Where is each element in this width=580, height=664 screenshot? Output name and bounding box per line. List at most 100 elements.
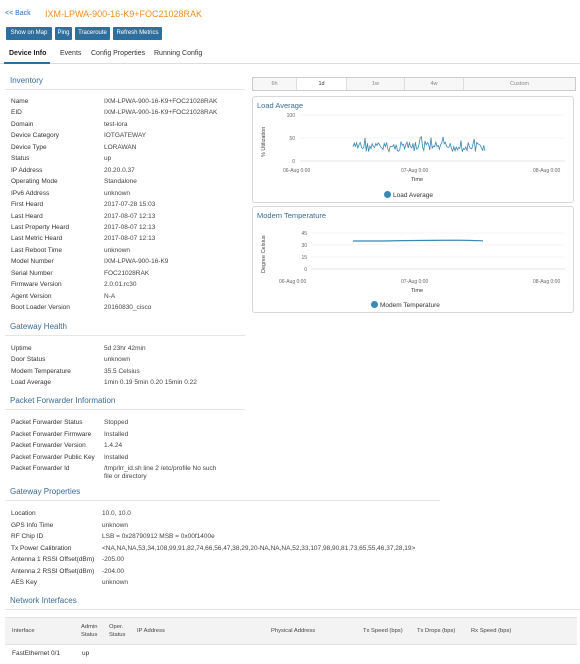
field-label: IPv6 Address <box>11 189 50 197</box>
field-label: Status <box>11 155 30 163</box>
section-inventory: Inventory <box>10 76 43 85</box>
x-tick: 08-Aug 0:00 <box>533 168 560 174</box>
field-value: Installed <box>104 430 129 438</box>
field-value: -205.00 <box>102 556 125 563</box>
tab-running-config[interactable]: Running Config <box>154 50 203 57</box>
active-tab-indicator <box>4 62 50 64</box>
field-label: Door Status <box>11 356 46 364</box>
field-label: Model Number <box>11 258 54 266</box>
chart-legend[interactable]: Modem Temperature <box>371 301 440 309</box>
y-axis-label: % Utilization <box>261 127 267 157</box>
tab-device-info[interactable]: Device Info <box>9 50 47 57</box>
field-value: unknown <box>104 189 131 197</box>
field-label: Packet Forwarder Id <box>11 465 70 472</box>
legend-label: Load Average <box>393 192 433 199</box>
field-value: test-lora <box>104 120 128 128</box>
field-label: IP Address <box>11 166 43 174</box>
modem-temperature-series <box>353 239 484 242</box>
column-header: Interface <box>12 628 35 634</box>
section-packet-forwarder: Packet Forwarder Information <box>10 396 116 405</box>
field-label: Last Metric Heard <box>11 235 63 243</box>
column-header: Admin Status <box>81 624 98 638</box>
divider <box>5 89 245 90</box>
field-value: unknown <box>104 246 131 254</box>
load-average-series <box>352 136 486 153</box>
field-value: IXM-LPWA-900-16-K9+FOC21028RAK <box>104 98 218 105</box>
field-value: 2.0.01.rc30 <box>104 281 137 289</box>
field-label: Serial Number <box>11 269 53 277</box>
table-row[interactable]: FastEthernet 0/1 up <box>5 645 577 662</box>
y-axis-label: Degree Celsius <box>261 235 267 273</box>
field-label: Packet Forwarder Firmware <box>11 430 92 438</box>
field-value: Standalone <box>104 178 137 186</box>
field-value: LSB = 0x28790912 MSB = 0x00f1400e <box>102 533 215 540</box>
field-label: Uptime <box>11 345 32 352</box>
field-value: unknown <box>104 356 131 364</box>
legend-dot-icon <box>371 301 378 308</box>
field-label: Boot Loader Version <box>11 304 70 312</box>
divider <box>5 335 245 336</box>
range-6h[interactable]: 6h <box>253 78 297 90</box>
field-label: Agent Version <box>11 292 52 300</box>
column-header: Rx Speed (bps) <box>471 628 512 634</box>
interface-cell: FastEthernet 0/1 <box>12 650 61 657</box>
column-header: Tx Speed (bps) <box>363 628 403 634</box>
range-custom[interactable]: Custom <box>510 81 529 87</box>
field-label: Location <box>11 510 36 517</box>
field-label: Modem Temperature <box>11 367 71 375</box>
back-link[interactable]: << Back <box>5 10 31 17</box>
field-value: unknown <box>102 579 129 586</box>
field-value: Stopped <box>104 419 129 426</box>
field-value: <NA,NA,NA,53,34,108,99,91,82,74,66,56,47… <box>102 544 416 552</box>
field-value: IXM-LPWA-900-16-K9+FOC21028RAK <box>104 109 218 117</box>
legend-label: Modem Temperature <box>380 302 440 309</box>
field-label: Last Property Heard <box>11 223 70 231</box>
chart-title: Load Average <box>257 101 304 110</box>
field-value: 2017-07-28 15:03 <box>104 201 156 209</box>
field-value: IXM-LPWA-900-16-K9 <box>104 258 169 266</box>
y-tick: 30 <box>301 243 307 249</box>
column-header: Oper. Status <box>109 624 126 638</box>
field-label: RF Chip ID <box>11 533 44 540</box>
tab-config-properties[interactable]: Config Properties <box>91 50 146 57</box>
field-label: Packet Forwarder Version <box>11 442 86 449</box>
divider <box>5 609 580 610</box>
field-value: LORAWAN <box>104 143 137 151</box>
column-header: Physical Address <box>271 628 316 634</box>
field-label: Antenna 2 RSSI Offset(dBm) <box>11 567 95 575</box>
section-gateway-health: Gateway Health <box>10 322 67 331</box>
field-label: AES Key <box>11 579 38 586</box>
field-value: unknown <box>102 521 129 529</box>
field-label: Name <box>11 98 29 105</box>
ping-button[interactable]: Ping <box>55 27 72 40</box>
field-label: Operating Mode <box>11 178 58 186</box>
field-label: First Heard <box>11 201 44 209</box>
field-value: Installed <box>104 453 129 461</box>
field-label: Packet Forwarder Public Key <box>11 453 95 461</box>
x-tick: 06-Aug 0:00 <box>283 168 310 174</box>
traceroute-button[interactable]: Traceroute <box>75 27 110 40</box>
admin-status-cell: up <box>82 650 90 657</box>
show-on-map-button[interactable]: Show on Map <box>6 27 52 40</box>
range-1w[interactable]: 1w <box>347 78 405 90</box>
range-4w[interactable]: 4w <box>405 78 464 90</box>
x-tick: 07-Aug 0:00 <box>401 279 428 285</box>
tab-bar: Device Info Events Config Properties Run… <box>0 47 580 64</box>
y-tick: 0 <box>292 159 295 165</box>
tab-events[interactable]: Events <box>60 50 82 57</box>
y-tick: 45 <box>301 231 307 237</box>
field-value: 35.5 Celsius <box>104 367 140 375</box>
field-label: Domain <box>11 120 34 128</box>
modem-temperature-panel: Modem Temperature Degree Celsius 45 30 1… <box>252 206 574 313</box>
field-label: Last Reboot Time <box>11 246 62 254</box>
field-label: EID <box>11 109 22 117</box>
field-value: 2017-08-07 12:13 <box>104 223 156 231</box>
field-value: 5d 23hr 42min <box>104 345 146 352</box>
field-value: /tmp/lrr_id.sh line 2 /etc/profile No su… <box>104 465 217 472</box>
range-1d[interactable]: 1d <box>297 78 347 90</box>
load-average-panel: Load Average % Utilization 100 50 0 06-A… <box>252 96 574 203</box>
divider <box>5 500 440 501</box>
chart-legend[interactable]: Load Average <box>384 191 433 199</box>
section-gateway-properties: Gateway Properties <box>10 487 81 496</box>
refresh-metrics-button[interactable]: Refresh Metrics <box>113 27 162 40</box>
